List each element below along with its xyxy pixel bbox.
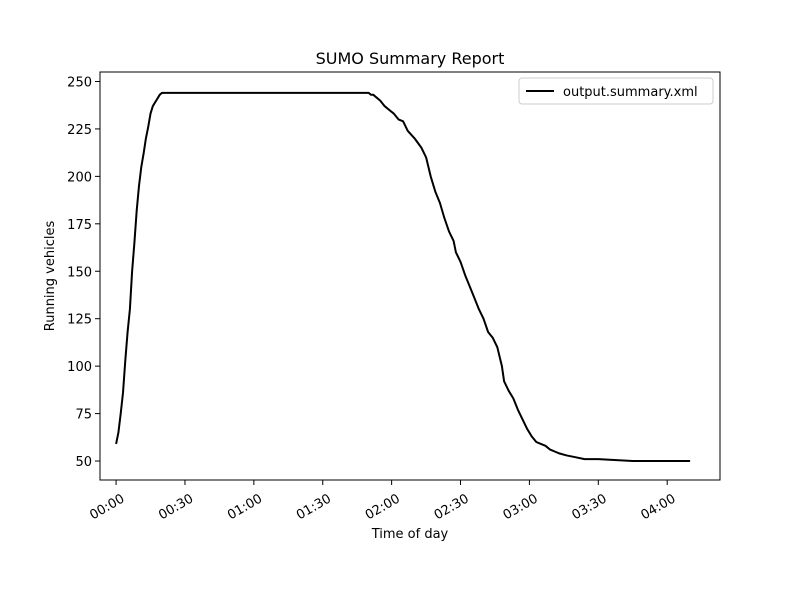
y-tick-label: 200 xyxy=(67,170,92,185)
x-tick-label: 02:00 xyxy=(363,491,403,523)
x-tick-label: 03:00 xyxy=(501,491,541,523)
legend-label: output.summary.xml xyxy=(563,85,698,100)
x-axis-label: Time of day xyxy=(371,527,449,542)
y-tick-label: 125 xyxy=(67,313,92,328)
y-tick-label: 175 xyxy=(67,218,92,233)
x-tick-label: 01:00 xyxy=(225,491,265,523)
y-tick-label: 225 xyxy=(67,123,92,138)
y-tick-label: 50 xyxy=(75,455,92,470)
x-tick-label: 03:30 xyxy=(570,491,610,523)
plot-area xyxy=(99,71,721,481)
legend: output.summary.xml xyxy=(518,77,714,105)
legend-box xyxy=(518,77,714,105)
x-tick-label: 00:00 xyxy=(87,491,127,523)
chart-title: SUMO Summary Report xyxy=(316,49,505,68)
y-tick-label: 150 xyxy=(67,265,92,280)
x-tick-label: 02:30 xyxy=(432,491,472,523)
y-axis: 50 75 100 125 150 175 200 225 250 xyxy=(67,75,100,470)
x-tick-label: 04:00 xyxy=(638,491,678,523)
y-tick-label: 100 xyxy=(67,360,92,375)
y-tick-label: 250 xyxy=(67,75,92,90)
x-tick-label: 01:30 xyxy=(294,491,334,523)
series-line xyxy=(115,91,691,462)
x-tick-label: 00:30 xyxy=(156,491,196,523)
y-tick-label: 75 xyxy=(75,408,92,423)
x-axis: 00:00 00:30 01:00 01:30 02:00 02:30 03:00 03:30… xyxy=(87,480,678,523)
y-axis-label: Running vehicles xyxy=(43,221,58,332)
